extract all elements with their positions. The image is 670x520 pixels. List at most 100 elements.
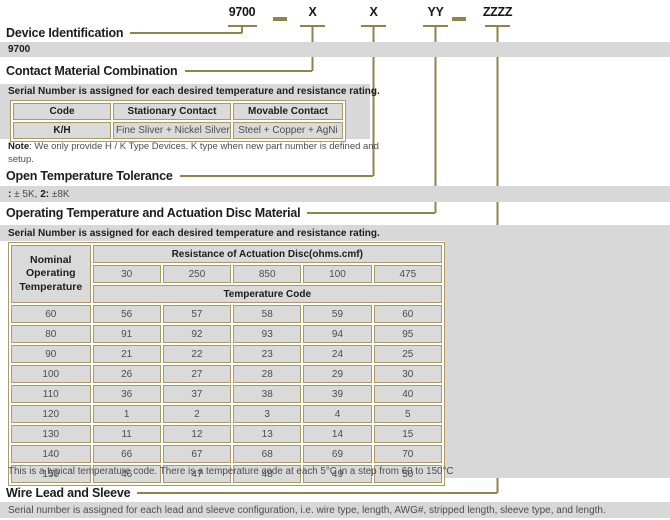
resistance-value-cell: 475 (373, 265, 442, 283)
contact-col-code: Code (13, 103, 111, 120)
operating-serial-note: Serial Number is assigned for each desir… (8, 227, 380, 239)
nominal-operating-temperature-header: Nominal Operating Temperature (11, 245, 91, 303)
contact-table-header-row: Code Stationary Contact Movable Contact (13, 103, 343, 120)
temperature-code-cell: 11 (92, 425, 161, 443)
part-number-zzzz: ZZZZ (482, 5, 513, 19)
section-heading-open-temperature-tolerance: Open Temperature Tolerance (6, 169, 373, 183)
temperature-code-cell: 28 (233, 365, 302, 383)
temperature-code-cell: 47 (162, 465, 232, 483)
temperature-table-row: 130 11 12 13 14 15 (11, 425, 442, 443)
temperature-code-cell: 3 (233, 405, 302, 423)
resistance-value-cell: 250 (162, 265, 232, 283)
contact-stationary-cell: Fine Sliver + Nickel Silver (113, 122, 231, 139)
temperature-code-cell: 36 (92, 385, 161, 403)
temperature-code-cell: 26 (92, 365, 161, 383)
temperature-code-cell: 70 (373, 445, 442, 463)
device-identification-lead-line (130, 32, 242, 34)
temperature-table-row: 140 66 67 68 69 70 (11, 445, 442, 463)
open-temperature-tolerance-label: Open Temperature Tolerance (6, 169, 173, 183)
temperature-code-table: Nominal Operating Temperature Resistance… (8, 242, 445, 486)
temperature-code-cell: 58 (233, 305, 302, 323)
resistance-value-cell: 100 (303, 265, 372, 283)
temperature-code-cell: 5 (373, 405, 442, 423)
resistance-value-cell: 30 (92, 265, 161, 283)
temperature-code-cell: 13 (233, 425, 302, 443)
temperature-table-row: 150 46 47 48 49 50 (11, 465, 442, 483)
temperature-table-body: 60 56 57 58 59 60 80 91 92 93 94 95 90 21 22 23 24 25 100 2… (11, 305, 442, 483)
part-number-device: 9700 (228, 5, 256, 19)
tolerance-option2-value: ±8K (51, 188, 70, 200)
temperature-code-cell: 12 (162, 425, 232, 443)
temperature-code-cell: 24 (303, 345, 372, 363)
section-heading-device-identification: Device Identification (6, 26, 242, 40)
contact-material-lead-line (184, 70, 312, 72)
part-number-x1: X (308, 5, 317, 19)
part-number-yy: YY (427, 5, 444, 19)
temperature-code-cell: 4 (303, 405, 372, 423)
wire-lead-label: Wire Lead and Sleeve (6, 486, 131, 500)
temperature-code-cell: 30 (373, 365, 442, 383)
temperature-code-header: Temperature Code (92, 285, 442, 303)
temperature-code-cell: 37 (162, 385, 232, 403)
nominal-temperature-cell: 130 (11, 425, 91, 443)
temperature-code-cell: 93 (233, 325, 302, 343)
temperature-code-cell: 91 (92, 325, 161, 343)
nominal-temperature-cell: 120 (11, 405, 91, 423)
nominal-temperature-cell: 60 (11, 305, 91, 323)
temperature-code-cell: 25 (373, 345, 442, 363)
nominal-temperature-cell: 110 (11, 385, 91, 403)
contact-table-data-row: K/H Fine Sliver + Nickel Silver Steel + … (13, 122, 343, 139)
temperature-code-cell: 15 (373, 425, 442, 443)
contact-material-note: Note: We only provide H / K Type Devices… (8, 141, 390, 167)
tolerance-option2-code: 2: (40, 188, 50, 200)
temperature-code-cell: 46 (92, 465, 161, 483)
section-heading-operating-temperature: Operating Temperature and Actuation Disc… (6, 206, 435, 220)
operating-temperature-label: Operating Temperature and Actuation Disc… (6, 206, 301, 220)
operating-section-right-fill (445, 241, 670, 478)
note-label: Note (8, 141, 30, 152)
nominal-temperature-cell: 140 (11, 445, 91, 463)
temperature-code-cell: 69 (303, 445, 372, 463)
temperature-table-row: 60 56 57 58 59 60 (11, 305, 442, 323)
temperature-code-cell: 57 (162, 305, 232, 323)
temperature-code-cell: 66 (92, 445, 161, 463)
resistance-header-row: Nominal Operating Temperature Resistance… (11, 245, 442, 303)
nominal-temperature-cell: 100 (11, 365, 91, 383)
tolerance-option1-value: ± 5K, (14, 188, 38, 200)
temperature-code-cell: 60 (373, 305, 442, 323)
tolerance-option1-code: : (8, 188, 12, 200)
temperature-code-cell: 49 (303, 465, 372, 483)
device-code-text: 9700 (8, 44, 31, 55)
temperature-code-cell: 29 (303, 365, 372, 383)
section-heading-wire-lead: Wire Lead and Sleeve (6, 486, 497, 500)
operating-serial-note-bar: Serial Number is assigned for each desir… (0, 225, 670, 241)
temperature-code-cell: 68 (233, 445, 302, 463)
temperature-code-cell: 40 (373, 385, 442, 403)
contact-code-cell: K/H (13, 122, 111, 139)
device-identification-value-bar: 9700 (0, 42, 670, 57)
nominal-temperature-cell: 150 (11, 465, 91, 483)
resistance-header: Resistance of Actuation Disc(ohms.cmf) (92, 245, 442, 263)
contact-col-stationary: Stationary Contact (113, 103, 231, 120)
wire-lead-description-bar: Serial number is assigned for each lead … (0, 502, 670, 518)
open-temperature-lead-line (179, 175, 373, 177)
note-text: : We only provide H / K Type Devices. K … (8, 141, 379, 165)
resistance-value-cell: 850 (233, 265, 302, 283)
temperature-code-cell: 38 (233, 385, 302, 403)
resistance-values-row: 30 250 850 100 475 (11, 265, 442, 283)
temperature-code-cell: 1 (92, 405, 161, 423)
temperature-code-cell: 56 (92, 305, 161, 323)
temperature-table-row: 120 1 2 3 4 5 (11, 405, 442, 423)
temperature-code-cell: 95 (373, 325, 442, 343)
contact-material-table: Code Stationary Contact Movable Contact … (10, 100, 346, 142)
tolerance-values-bar: : ± 5K, 2: ±8K (0, 186, 670, 202)
temperature-code-cell: 94 (303, 325, 372, 343)
temperature-code-cell: 92 (162, 325, 232, 343)
temperature-table-row: 80 91 92 93 94 95 (11, 325, 442, 343)
wire-lead-lead-line (137, 492, 497, 494)
temperature-code-header-row: Temperature Code (11, 285, 442, 303)
contact-movable-cell: Steel + Copper + AgNi (233, 122, 343, 139)
nominal-temperature-cell: 90 (11, 345, 91, 363)
temperature-code-cell: 22 (162, 345, 232, 363)
temperature-code-cell: 48 (233, 465, 302, 483)
